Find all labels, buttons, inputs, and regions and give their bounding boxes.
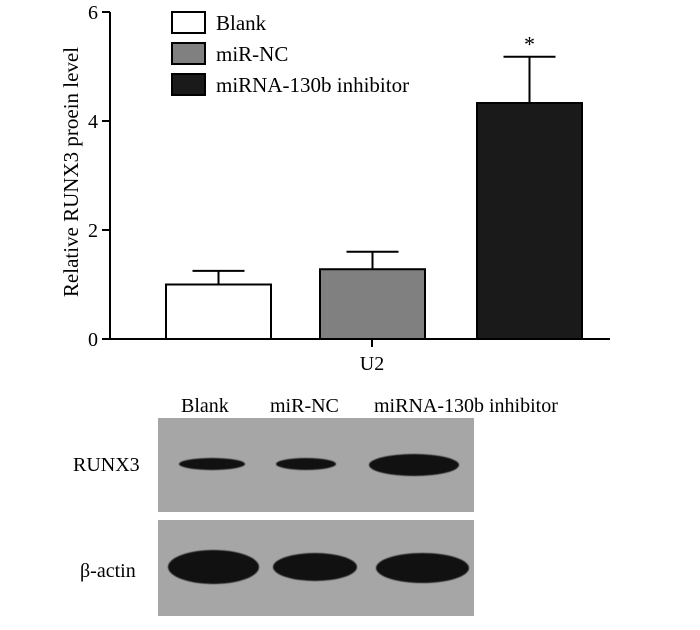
bar-0 xyxy=(165,283,272,340)
band-actin-blank xyxy=(168,550,259,584)
chart-bars: * xyxy=(165,32,583,340)
band-actin-inhibitor xyxy=(376,553,469,583)
legend-swatch-0 xyxy=(171,11,206,34)
y-tick-label-4: 4 xyxy=(88,111,98,133)
y-tick-label-2: 2 xyxy=(88,220,98,242)
blot-row-label-beta-actin: β-actin xyxy=(80,560,136,582)
y-tick-label-0: 0 xyxy=(88,329,98,351)
band-runx3-mir-nc xyxy=(276,458,336,470)
lane-label-blank: Blank xyxy=(181,395,229,417)
lane-label-mir-nc: miR-NC xyxy=(270,395,339,417)
bar-2 xyxy=(476,102,583,340)
lane-label-mirna-130b-inhibitor: miRNA-130b inhibitor xyxy=(374,395,558,417)
blot-panel-beta-actin xyxy=(158,520,474,616)
y-axis-label: Relative RUNX3 proein level xyxy=(59,47,83,297)
chart-legend: Blank miR-NC miRNA-130b inhibitor xyxy=(171,11,409,97)
significance-marker: * xyxy=(524,32,535,57)
blot-panel-runx3 xyxy=(158,418,474,512)
bar-1 xyxy=(319,268,426,340)
bar-chart: 0 2 4 6 * Blank miR-NC miRNA-130b inhibitor R… xyxy=(59,2,610,375)
blot-row-label-runx3: RUNX3 xyxy=(73,454,140,476)
band-actin-mir-nc xyxy=(273,553,357,581)
x-category-label: U2 xyxy=(360,353,384,375)
legend-label-0: Blank xyxy=(216,11,267,35)
legend-label-2: miRNA-130b inhibitor xyxy=(216,73,409,97)
y-tick-label-6: 6 xyxy=(88,2,98,24)
legend-swatch-2 xyxy=(171,73,206,96)
band-runx3-inhibitor xyxy=(369,454,459,476)
legend-swatch-1 xyxy=(171,42,206,65)
legend-label-1: miR-NC xyxy=(216,42,288,66)
band-runx3-blank xyxy=(179,458,245,470)
